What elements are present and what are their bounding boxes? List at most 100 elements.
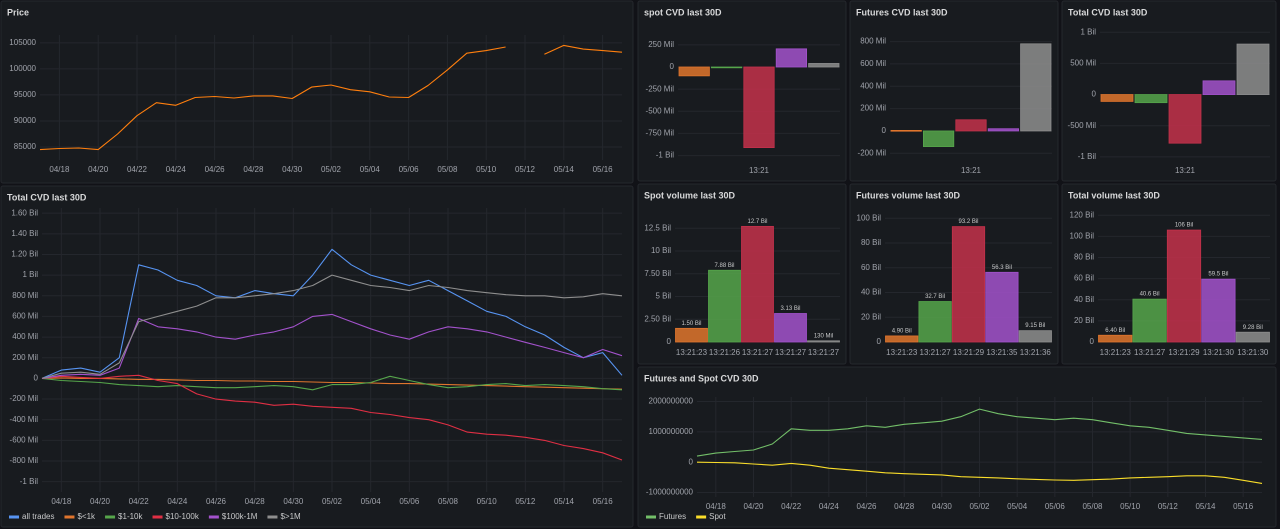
bar <box>923 130 955 147</box>
x-tick-label: 13:21 <box>749 166 770 175</box>
value-label: 1.50 Bil <box>681 321 701 327</box>
x-tick-label: 13:21:35 <box>986 348 1018 357</box>
y-tick-label: 400 Mil <box>860 81 886 90</box>
y-tick-label: -500 Mil <box>646 106 675 115</box>
bar <box>675 327 708 343</box>
series-line <box>696 461 1263 484</box>
panel-title: Total volume last 30D <box>1068 190 1160 200</box>
x-tick-label: 13:21:23 <box>886 348 918 357</box>
y-tick-label: 1000000000 <box>649 427 694 436</box>
y-tick-label: 20 Bil <box>1074 316 1094 325</box>
x-tick-label: 05/14 <box>554 497 575 506</box>
x-tick-label: 13:21:36 <box>1020 348 1052 357</box>
y-tick-label: 1 Bil <box>1080 27 1096 36</box>
x-tick-label: 04/28 <box>245 497 266 506</box>
y-tick-label: 60 Bil <box>861 263 881 272</box>
x-tick-label: 05/06 <box>399 497 420 506</box>
legend-label: Spot <box>709 512 726 521</box>
panel: Futures volume last 30D 0 20 Bil 40 Bil 60 B… <box>849 183 1059 365</box>
x-tick-label: 05/16 <box>593 497 614 506</box>
bar <box>955 119 987 132</box>
bar <box>1134 94 1168 104</box>
legend-label: $10-100k <box>166 512 200 521</box>
y-tick-label: 5 Bil <box>655 292 671 301</box>
x-tick-label: 05/04 <box>360 165 381 174</box>
x-tick-label: 04/26 <box>205 165 226 174</box>
y-tick-label: 1.60 Bil <box>11 208 38 217</box>
panel: Spot volume last 30D 0 2.50 Bil 5 Bil 7.50 B… <box>637 183 847 365</box>
series-line <box>41 374 623 461</box>
y-tick-label: 100 Bil <box>1070 232 1095 241</box>
y-tick-label: 100 Bil <box>857 213 882 222</box>
x-tick-label: 05/16 <box>1233 502 1254 511</box>
x-tick-label: 04/28 <box>894 502 915 511</box>
bar <box>807 340 840 343</box>
x-tick-label: 13:21:29 <box>953 348 985 357</box>
panel: Futures CVD last 30D 800 Mil 600 Mil 400 Mi… <box>849 0 1059 182</box>
y-tick-label: -1 Bil <box>20 477 38 486</box>
y-tick-label: 0 <box>34 374 39 383</box>
value-label: 40.6 Bil <box>1140 292 1160 298</box>
x-tick-label: 13:21:27 <box>775 348 807 357</box>
x-tick-label: 04/30 <box>283 497 304 506</box>
y-tick-label: 60 Bil <box>1074 274 1094 283</box>
value-label: 7.88 Bil <box>714 263 734 269</box>
x-tick-label: 04/20 <box>88 165 109 174</box>
x-tick-label: 13:21:27 <box>1134 348 1166 357</box>
x-tick-label: 13:21:27 <box>742 348 774 357</box>
x-tick-label: 05/14 <box>554 165 575 174</box>
x-tick-label: 13:21:30 <box>1203 348 1235 357</box>
series-line <box>41 274 623 379</box>
bar <box>1235 331 1270 343</box>
y-tick-label: 1 Bil <box>22 270 38 279</box>
y-tick-label: 40 Bil <box>1074 295 1094 304</box>
bar <box>985 271 1019 343</box>
y-tick-label: -250 Mil <box>646 84 675 93</box>
x-tick-label: 04/24 <box>166 165 187 174</box>
panel-title: Futures CVD last 30D <box>856 7 948 17</box>
panel-title: Total CVD last 30D <box>7 192 87 202</box>
y-tick-label: 800 Mil <box>860 37 886 46</box>
panel: Price 85000 90000 95000 100000 105000 04/18 04/… <box>0 0 634 184</box>
x-tick-label: 05/10 <box>1120 502 1141 511</box>
x-tick-label: 04/20 <box>90 497 111 506</box>
value-label: 12.7 Bil <box>747 219 767 225</box>
y-tick-label: 0 <box>877 337 882 346</box>
value-label: 9.15 Bil <box>1025 323 1045 329</box>
panel: Total CVD last 30D 1 Bil 500 Mil 0 -500 Mil -… <box>1061 0 1277 182</box>
y-tick-label: 2.50 Bil <box>644 314 671 323</box>
panel-title: Total CVD last 30D <box>1068 7 1148 17</box>
x-tick-label: 04/22 <box>781 502 802 511</box>
y-tick-label: 2000000000 <box>649 397 694 406</box>
x-tick-label: 13:21:30 <box>1237 348 1269 357</box>
panel-background <box>0 0 634 184</box>
x-tick-label: 04/20 <box>743 502 764 511</box>
bar <box>1236 43 1270 95</box>
bar <box>918 301 952 343</box>
x-tick-label: 05/04 <box>361 497 382 506</box>
y-tick-label: -800 Mil <box>10 456 39 465</box>
x-tick-label: 13:21:29 <box>1168 348 1200 357</box>
panel: Total CVD last 30D 1.60 Bil 1.40 Bil 1.20 B… <box>0 185 634 528</box>
legend-swatch <box>152 515 163 519</box>
x-tick-label: 04/22 <box>129 497 150 506</box>
y-tick-label: 95000 <box>14 90 37 99</box>
bar <box>951 226 986 343</box>
panel-title: Futures volume last 30D <box>856 190 961 200</box>
x-tick-label: 04/18 <box>706 502 727 511</box>
x-tick-label: 04/30 <box>932 502 953 511</box>
y-tick-label: 80 Bil <box>861 238 881 247</box>
y-tick-label: 0 <box>882 126 887 135</box>
y-tick-label: -750 Mil <box>646 129 675 138</box>
x-tick-label: 05/04 <box>1007 502 1028 511</box>
y-tick-label: 800 Mil <box>12 291 38 300</box>
x-tick-label: 05/08 <box>1082 502 1103 511</box>
y-tick-label: -1 Bil <box>1078 152 1096 161</box>
x-tick-label: 04/28 <box>243 165 264 174</box>
legend-label: all trades <box>22 512 54 521</box>
bar <box>775 48 808 68</box>
value-label: 32.7 Bil <box>925 294 945 300</box>
legend-swatch <box>9 515 19 519</box>
x-tick-label: 04/24 <box>167 497 188 506</box>
value-label: 4.90 Bil <box>892 329 912 335</box>
